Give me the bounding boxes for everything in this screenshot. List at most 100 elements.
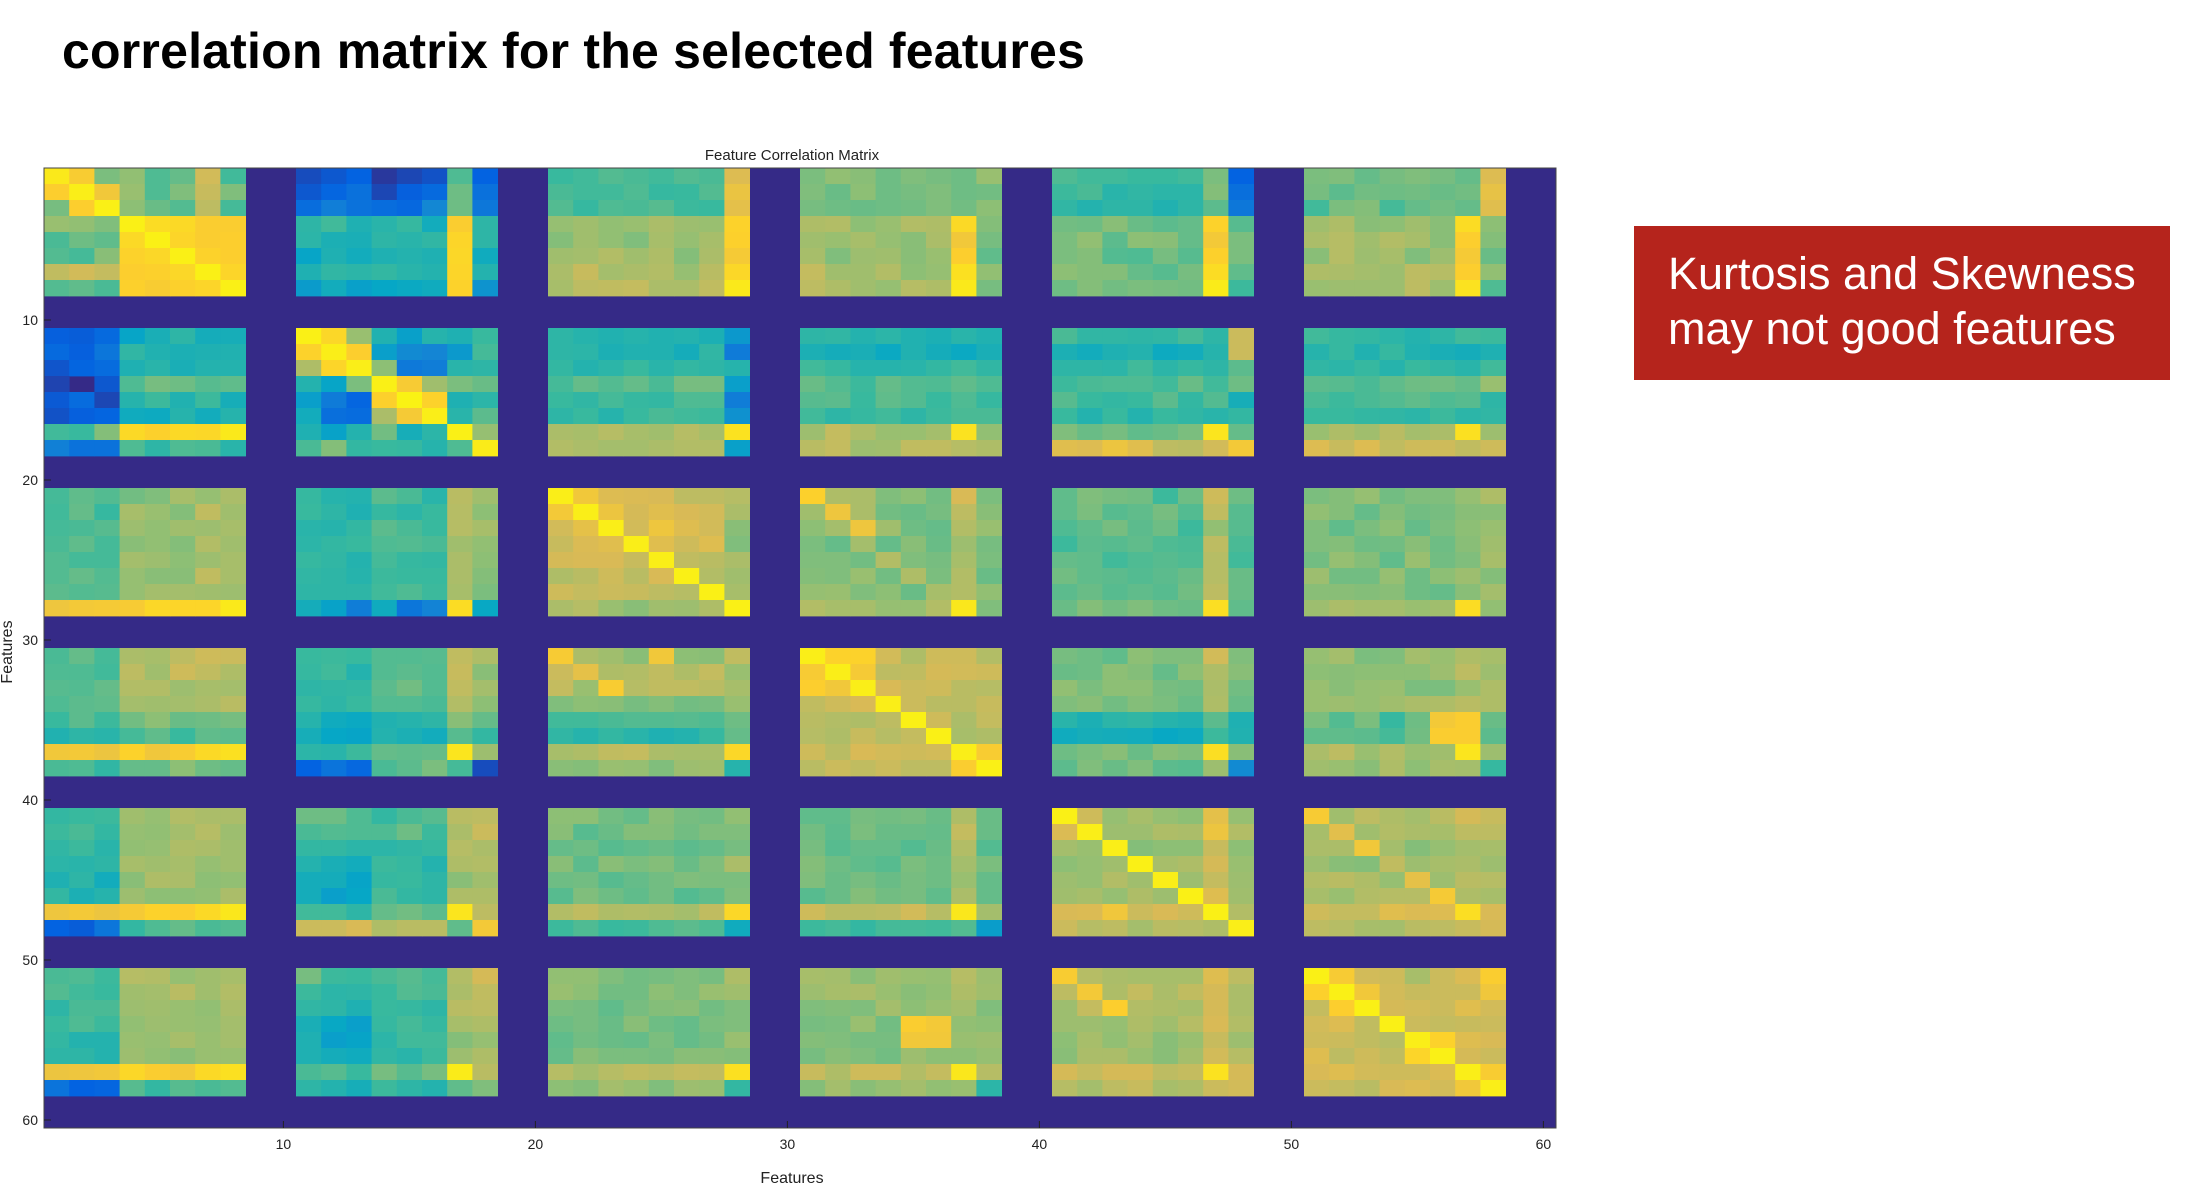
heatmap-cell: [119, 968, 146, 985]
heatmap-cell: [371, 424, 398, 441]
heatmap-cell: [648, 488, 675, 505]
heatmap-cell: [800, 520, 826, 537]
heatmap-cell: [1480, 648, 1506, 665]
heatmap-cell: [548, 920, 574, 937]
heatmap-cell: [1052, 216, 1078, 233]
heatmap-cell: [724, 328, 750, 345]
heatmap-cell: [69, 600, 95, 617]
heatmap-cell: [1228, 488, 1254, 505]
heatmap-cell: [1480, 392, 1506, 409]
heatmap-cell: [1102, 664, 1128, 681]
heatmap-cell: [346, 376, 372, 393]
heatmap-cell: [1430, 328, 1456, 345]
heatmap-cell: [94, 664, 120, 681]
heatmap-cell: [1152, 232, 1179, 249]
heatmap-cell: [1404, 856, 1431, 873]
heatmap-cell: [1404, 344, 1431, 361]
heatmap-cell: [69, 760, 95, 777]
heatmap-cell: [371, 744, 398, 761]
heatmap-cell: [195, 328, 221, 345]
heatmap-cell: [170, 840, 196, 857]
heatmap-cell: [195, 1064, 221, 1081]
heatmap-cell: [573, 1080, 599, 1097]
heatmap-cell: [1480, 856, 1506, 873]
heatmap-cell: [321, 920, 347, 937]
heatmap-cell: [195, 504, 221, 521]
heatmap-cell: [1455, 824, 1481, 841]
heatmap-cell: [346, 504, 372, 521]
heatmap-cell: [825, 584, 851, 601]
heatmap-cell: [144, 392, 171, 409]
heatmap-cell: [346, 584, 372, 601]
heatmap-cell: [1228, 664, 1254, 681]
heatmap-cell: [573, 712, 599, 729]
heatmap-cell: [623, 712, 650, 729]
heatmap-cell: [1329, 1064, 1355, 1081]
heatmap-cell: [1203, 648, 1229, 665]
heatmap-cell: [1379, 760, 1406, 777]
heatmap-cell: [573, 1016, 599, 1033]
heatmap-cell: [1077, 680, 1103, 697]
heatmap-cell: [1455, 264, 1481, 281]
heatmap-cell: [699, 824, 725, 841]
heatmap-cell: [1152, 520, 1179, 537]
heatmap-cell: [548, 824, 574, 841]
heatmap-cell: [1102, 568, 1128, 585]
heatmap-cell: [825, 1064, 851, 1081]
heatmap-cell: [321, 1048, 347, 1065]
heatmap-cell: [1304, 1000, 1330, 1017]
heatmap-cell: [598, 216, 624, 233]
heatmap-cell: [472, 712, 498, 729]
heatmap-cell: [1480, 264, 1506, 281]
heatmap-cell: [1203, 488, 1229, 505]
heatmap-cell: [1354, 216, 1380, 233]
heatmap-cell: [94, 888, 120, 905]
heatmap-cell: [1430, 744, 1456, 761]
heatmap-cell: [472, 440, 498, 457]
heatmap-cell: [800, 696, 826, 713]
heatmap-cell: [573, 488, 599, 505]
heatmap-cell: [825, 344, 851, 361]
heatmap-cell: [1480, 408, 1506, 425]
heatmap-cell: [926, 568, 952, 585]
heatmap-cell: [875, 168, 902, 185]
heatmap-cell: [699, 1032, 725, 1049]
heatmap-cell: [1203, 904, 1229, 921]
heatmap-cell: [1430, 1000, 1456, 1017]
heatmap-cell: [800, 1016, 826, 1033]
heatmap-cell: [1480, 744, 1506, 761]
heatmap-cell: [1152, 760, 1179, 777]
heatmap-cell: [926, 168, 952, 185]
heatmap-cell: [875, 328, 902, 345]
heatmap-cell: [598, 184, 624, 201]
heatmap-cell: [321, 1000, 347, 1017]
heatmap-cell: [296, 904, 322, 921]
heatmap-cell: [825, 680, 851, 697]
heatmap-cell: [1152, 568, 1179, 585]
heatmap-cell: [1127, 808, 1154, 825]
heatmap-cell: [472, 984, 498, 1001]
heatmap-cell: [724, 168, 750, 185]
heatmap-cell: [1203, 280, 1229, 297]
heatmap-cell: [346, 440, 372, 457]
heatmap-cell: [1404, 408, 1431, 425]
heatmap-cell: [926, 712, 952, 729]
heatmap-cell: [1102, 872, 1128, 889]
heatmap-cell: [1127, 536, 1154, 553]
heatmap-cell: [44, 760, 70, 777]
heatmap-cell: [69, 1032, 95, 1049]
heatmap-cell: [220, 280, 246, 297]
heatmap-cell: [724, 872, 750, 889]
heatmap-cell: [69, 232, 95, 249]
heatmap-cell: [1404, 504, 1431, 521]
heatmap-cell: [1077, 840, 1103, 857]
heatmap-cell: [875, 344, 902, 361]
heatmap-cell: [44, 1048, 70, 1065]
heatmap-cell: [724, 216, 750, 233]
heatmap-cell: [1379, 1032, 1406, 1049]
heatmap-cell: [800, 872, 826, 889]
heatmap-cell: [44, 408, 70, 425]
heatmap-cell: [850, 600, 876, 617]
heatmap-cell: [1354, 760, 1380, 777]
heatmap-cell: [724, 344, 750, 361]
